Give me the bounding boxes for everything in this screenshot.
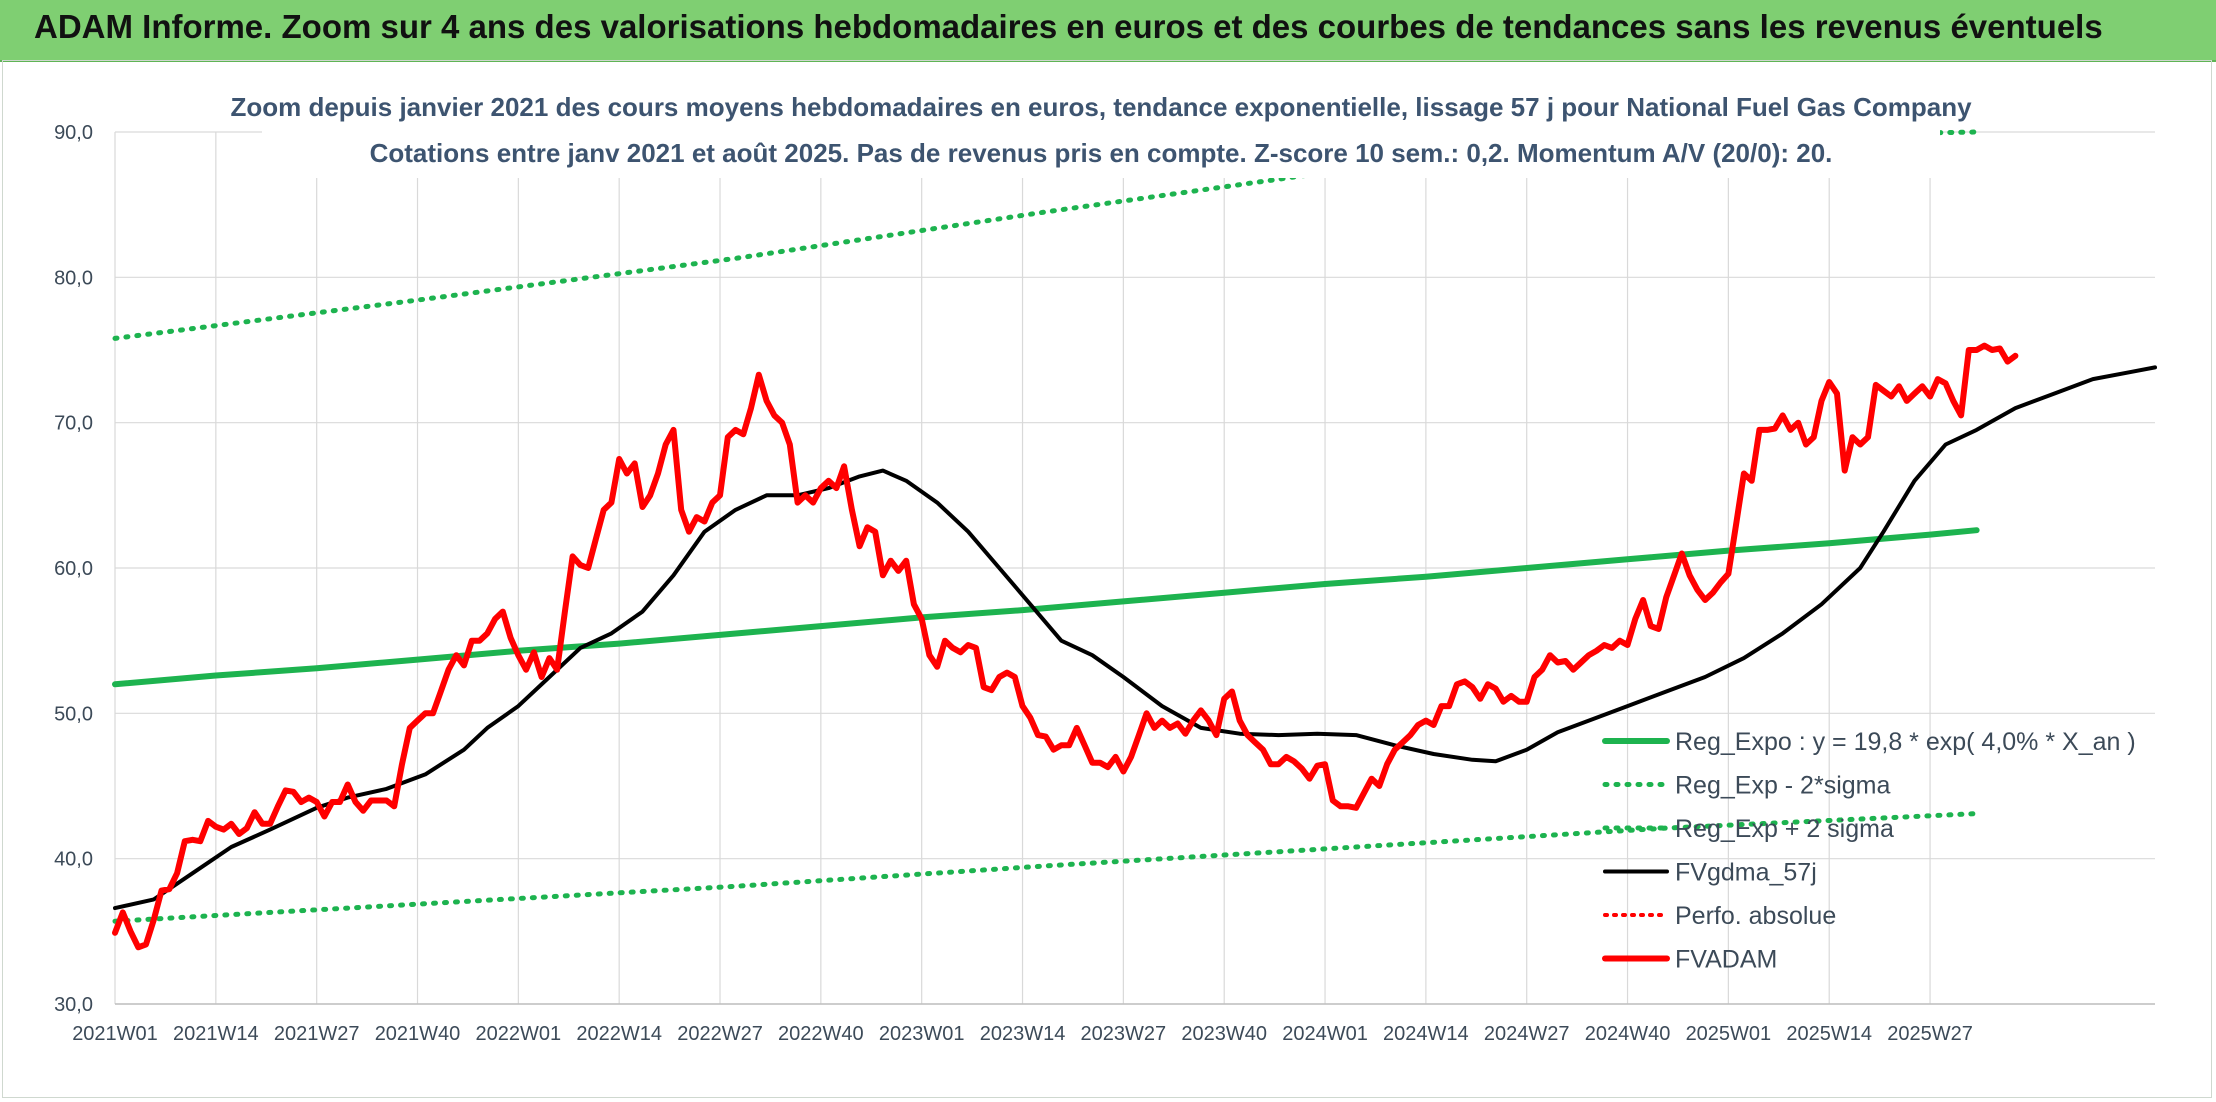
series-fvgdma-57j	[113, 365, 2157, 911]
x-tick-label: 2023W01	[879, 1023, 965, 1045]
x-tick-label: 2021W40	[375, 1023, 461, 1045]
subtitle-backdrop-1	[262, 86, 1940, 132]
x-tick-label: 2022W14	[576, 1023, 662, 1045]
chart-title: Zoom depuis janvier 2021 des cours moyen…	[230, 92, 1972, 122]
x-tick-label: 2022W27	[677, 1023, 763, 1045]
x-tick-label: 2025W01	[1686, 1023, 1772, 1045]
grid-layer	[114, 131, 2155, 1005]
y-tick-label: 90,0	[54, 122, 93, 144]
title-banner: ADAM Informe. Zoom sur 4 ans des valoris…	[0, 0, 2216, 62]
subtitle-backdrop-2	[262, 132, 1940, 178]
x-tick-label: 2024W27	[1484, 1023, 1570, 1045]
axis-layer: 30,0 40,0 50,0 60,0 70,0 80,0 90,0 2021W01 2021W…	[54, 122, 2155, 1045]
chart-subtitle: Cotations entre janv 2021 et août 2025. …	[370, 138, 1833, 168]
series-fvadam	[112, 342, 2019, 951]
y-tick-label: 50,0	[54, 703, 93, 725]
y-tick-label: 70,0	[54, 413, 93, 435]
legend: Reg_Expo : y = 19,8 * exp( 4,0% * X_an )…	[1602, 728, 2136, 974]
legend-label: Reg_Exp - 2*sigma	[1675, 772, 1890, 800]
x-tick-label: 2025W27	[1887, 1023, 1973, 1045]
chart-frame	[2, 60, 2212, 1098]
legend-label: Reg_Exp + 2 sigma	[1675, 815, 1894, 843]
x-tick-label: 2023W14	[980, 1023, 1066, 1045]
y-tick-label: 60,0	[54, 558, 93, 580]
y-tick-label: 80,0	[54, 267, 93, 289]
banner-title: ADAM Informe. Zoom sur 4 ans des valoris…	[34, 8, 2103, 45]
x-tick-label: 2022W01	[476, 1023, 562, 1045]
legend-label: Perfo. absolue	[1675, 902, 1836, 930]
x-tick-label: 2023W27	[1081, 1023, 1167, 1045]
series-reg-expo	[112, 527, 1980, 688]
x-tick-label: 2025W14	[1786, 1023, 1872, 1045]
x-tick-label: 2024W14	[1383, 1023, 1469, 1045]
series-reg-exp-minus-2sigma	[112, 811, 1980, 924]
legend-label: Reg_Expo : y = 19,8 * exp( 4,0% * X_an )	[1675, 728, 2136, 756]
legend-label: FVgdma_57j	[1675, 859, 1817, 887]
x-tick-label: 2024W40	[1585, 1023, 1671, 1045]
y-tick-label: 40,0	[54, 849, 93, 871]
x-tick-label: 2024W01	[1282, 1023, 1368, 1045]
y-tick-label: 30,0	[54, 994, 93, 1016]
x-tick-label: 2021W01	[72, 1023, 158, 1045]
x-tick-label: 2021W27	[274, 1023, 360, 1045]
legend-label: FVADAM	[1675, 946, 1777, 974]
x-tick-label: 2023W40	[1181, 1023, 1267, 1045]
x-tick-label: 2022W40	[778, 1023, 864, 1045]
x-tick-label: 2021W14	[173, 1023, 259, 1045]
